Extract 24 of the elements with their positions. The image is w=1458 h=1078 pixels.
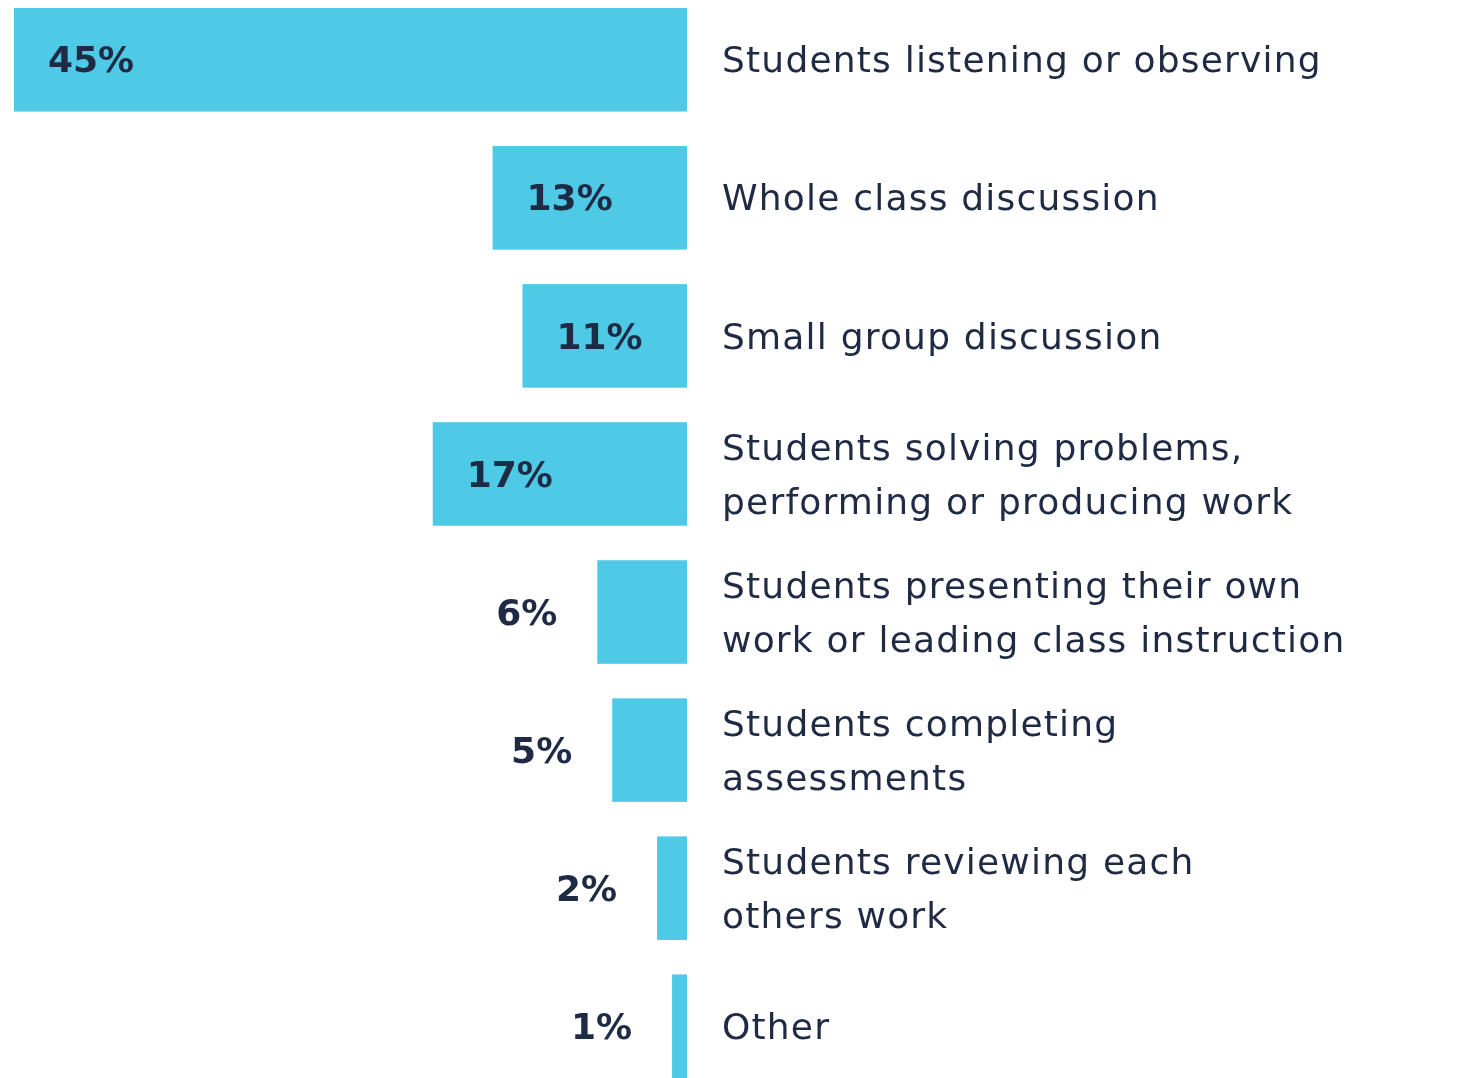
bar — [597, 560, 687, 664]
bar — [492, 146, 687, 250]
y-tick-label: Students completing assessments — [722, 702, 1119, 798]
data-label: 13% — [526, 177, 613, 219]
data-label: 6% — [496, 591, 558, 633]
data-label: 45% — [48, 39, 135, 81]
data-label: 5% — [511, 729, 573, 771]
y-tick-label: Other — [722, 1005, 831, 1047]
bar — [612, 698, 687, 802]
data-label: 17% — [466, 453, 553, 495]
bar — [14, 8, 687, 112]
bar — [672, 974, 687, 1078]
y-tick-label: Students solving problems, performing or producing work — [722, 426, 1294, 522]
data-label: 11% — [556, 315, 643, 357]
y-tick-label: Students presenting their own work or leading class instruction — [722, 564, 1346, 660]
data-label: 2% — [555, 867, 618, 909]
y-tick-label: Small group discussion — [722, 315, 1163, 357]
bar — [522, 284, 687, 388]
y-tick-label: Students listening or observing — [722, 39, 1322, 81]
y-tick-label: Students reviewing each others work — [722, 840, 1195, 936]
bar — [432, 422, 687, 526]
data-label: 1% — [570, 1005, 633, 1047]
y-tick-label: Whole class discussion — [722, 177, 1160, 219]
bar — [657, 836, 687, 940]
